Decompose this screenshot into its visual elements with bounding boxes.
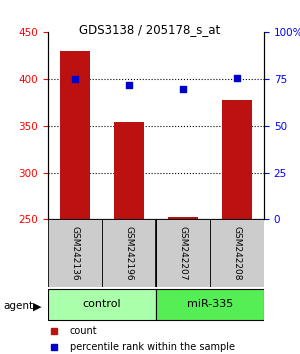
Bar (102, 219, 156, 287)
Text: control: control (83, 299, 121, 309)
Text: GSM242196: GSM242196 (124, 226, 134, 280)
Text: GSM242208: GSM242208 (232, 226, 242, 280)
Bar (210, 219, 264, 287)
Point (73, 76, 77, 81)
Text: ▶: ▶ (33, 301, 42, 311)
Point (181, 86, 185, 92)
Text: count: count (70, 326, 97, 336)
Bar (114, 122, 144, 219)
Text: percentile rank within the sample: percentile rank within the sample (70, 342, 235, 352)
Text: GSM242136: GSM242136 (70, 226, 80, 280)
Bar (168, 217, 198, 219)
Point (127, 82, 131, 88)
Text: miR-335: miR-335 (187, 299, 233, 309)
Bar (156, 289, 264, 320)
Point (235, 75, 239, 81)
Bar (48, 289, 156, 320)
Text: GDS3138 / 205178_s_at: GDS3138 / 205178_s_at (80, 23, 220, 36)
Text: agent: agent (3, 301, 33, 311)
Bar (222, 100, 252, 219)
Bar (156, 219, 210, 287)
Text: GSM242207: GSM242207 (178, 226, 188, 280)
Bar (60, 51, 90, 219)
Bar (48, 219, 102, 287)
